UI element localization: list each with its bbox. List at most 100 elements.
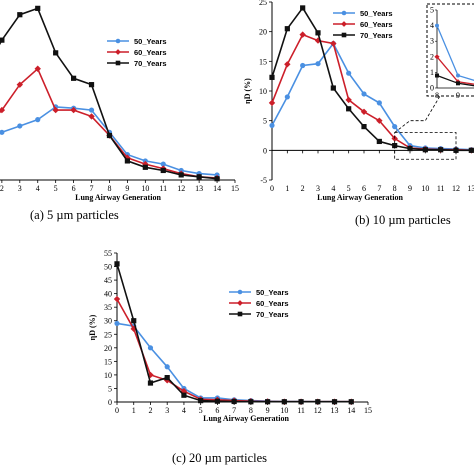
- data-point: [88, 107, 95, 113]
- legend: 50_Years 60_Years 70_Years: [333, 9, 393, 40]
- data-point: [198, 398, 204, 404]
- data-point: [181, 392, 187, 398]
- series-50_Years: [0, 104, 220, 178]
- data-point: [361, 91, 367, 97]
- data-point: [315, 399, 321, 405]
- data-point: [88, 113, 95, 120]
- x-tick-label: 9: [408, 184, 412, 193]
- x-tick-label: 1: [285, 184, 289, 193]
- data-point: [299, 31, 306, 38]
- data-point: [284, 61, 291, 68]
- series-60_Years: [113, 295, 355, 405]
- legend-label: 60_Years: [256, 299, 289, 308]
- inset-x-tick-label: 9: [456, 91, 460, 100]
- panel-caption: (a) 5 µm particles: [30, 208, 119, 222]
- x-axis-label: Lung Airway Generation: [317, 193, 403, 202]
- y-tick-label: 25: [104, 330, 112, 339]
- x-tick-label: 0: [270, 184, 274, 193]
- data-point: [231, 398, 237, 405]
- data-point: [331, 399, 338, 405]
- data-point: [114, 261, 120, 267]
- inset-y-tick-label: 4: [430, 21, 434, 30]
- legend-swatch-marker: [115, 60, 121, 66]
- legend-swatch-marker: [115, 49, 121, 55]
- data-point: [17, 123, 23, 129]
- x-tick-label: 11: [437, 184, 445, 193]
- legend-swatch-marker: [237, 311, 243, 317]
- x-tick-label: 3: [316, 184, 320, 193]
- x-tick-label: 15: [364, 406, 372, 415]
- x-tick-label: 4: [36, 184, 40, 193]
- data-point: [214, 398, 220, 404]
- data-point: [300, 5, 306, 11]
- data-point: [147, 345, 154, 351]
- x-tick-label: 8: [107, 184, 111, 193]
- data-point: [392, 142, 398, 149]
- inset-series-70_Years: [435, 73, 474, 87]
- data-point: [376, 138, 382, 145]
- legend-label: 70_Years: [360, 31, 393, 40]
- y-tick-label: 45: [104, 276, 112, 285]
- x-tick-label: 0: [115, 406, 119, 415]
- data-point: [407, 145, 413, 152]
- x-tick-label: 9: [125, 184, 129, 193]
- data-point: [265, 399, 271, 405]
- data-point: [35, 5, 41, 11]
- y-tick-label: 50: [104, 263, 112, 272]
- data-point: [315, 61, 321, 67]
- inset-y-tick-label: 3: [430, 37, 434, 46]
- legend: 50_Years 60_Years 70_Years: [229, 288, 289, 319]
- data-point: [106, 132, 113, 139]
- data-point: [142, 164, 148, 170]
- data-point: [160, 161, 166, 167]
- data-point: [360, 108, 368, 115]
- series-line: [0, 106, 218, 176]
- legend-swatch-marker: [341, 21, 347, 27]
- data-point: [346, 106, 352, 112]
- data-point: [16, 81, 23, 88]
- data-point: [468, 147, 474, 153]
- y-tick-label: 15: [259, 57, 267, 66]
- legend-swatch-marker: [237, 289, 243, 295]
- inset-x-tick-label: 8: [435, 91, 439, 100]
- data-point: [376, 100, 382, 106]
- legend-swatch-marker: [341, 32, 347, 38]
- data-point: [131, 318, 137, 324]
- x-tick-label: 5: [54, 184, 58, 193]
- series-60_Years: [0, 65, 221, 182]
- inset: 012345891011: [394, 3, 474, 160]
- data-point: [376, 117, 383, 124]
- y-tick-label: 10: [104, 371, 112, 380]
- data-point: [130, 325, 137, 333]
- data-point: [346, 70, 352, 76]
- data-point: [0, 106, 6, 114]
- data-point: [284, 26, 290, 32]
- x-tick-label: 12: [452, 184, 460, 193]
- x-tick-label: 14: [347, 406, 355, 415]
- x-tick-label: 13: [195, 184, 203, 193]
- x-tick-label: 10: [141, 184, 149, 193]
- x-tick-label: 2: [301, 184, 305, 193]
- data-point: [392, 124, 398, 130]
- data-point: [70, 106, 77, 114]
- x-tick-label: 2: [0, 184, 4, 193]
- y-tick-label: 5: [263, 117, 267, 126]
- y-tick-label: 0: [263, 146, 267, 155]
- legend-label: 70_Years: [134, 59, 167, 68]
- data-point: [34, 65, 41, 72]
- x-tick-label: 8: [393, 184, 397, 193]
- inset-y-tick-label: 2: [430, 52, 434, 61]
- x-tick-label: 10: [280, 406, 288, 415]
- series-70_Years: [0, 5, 220, 182]
- data-point: [214, 176, 220, 182]
- x-tick-label: 2: [148, 406, 152, 415]
- data-point: [35, 117, 41, 123]
- data-point: [114, 320, 120, 327]
- data-point: [453, 147, 459, 153]
- x-tick-label: 14: [213, 184, 221, 193]
- legend-label: 60_Years: [134, 48, 167, 57]
- x-tick-label: 12: [177, 184, 185, 193]
- x-tick-label: 3: [165, 406, 169, 415]
